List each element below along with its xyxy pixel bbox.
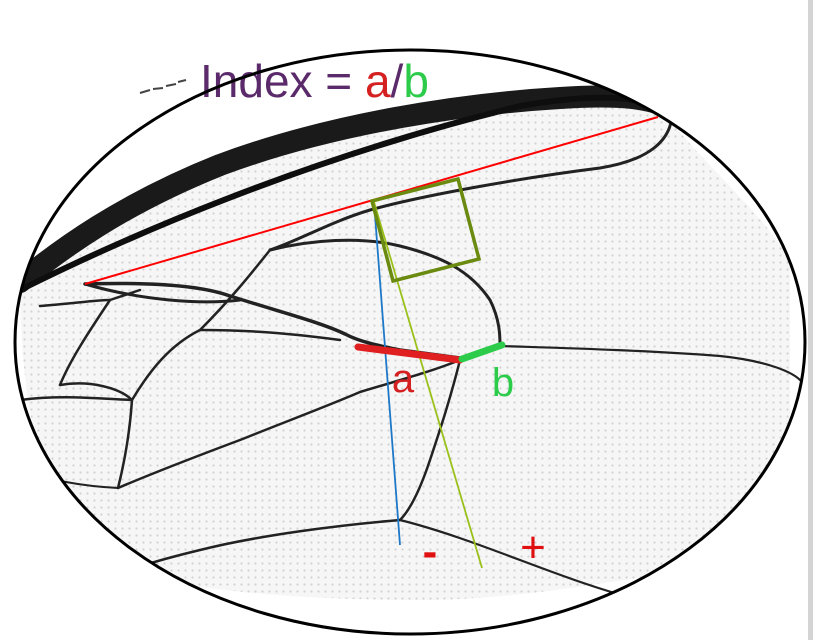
segment-a-line: [354, 343, 464, 364]
formula-numerator: a: [365, 55, 391, 107]
formula-separator: /: [391, 55, 404, 107]
scratch-marks: [139, 79, 187, 94]
segment-b-label: b: [492, 361, 514, 405]
segment-a-label: a: [392, 357, 415, 401]
green-angle-line: [373, 201, 483, 569]
formula-prefix: Index =: [200, 55, 365, 107]
wing-oval-outline: [13, 48, 807, 636]
wing-veins: [15, 85, 802, 602]
plus-sign: +: [520, 523, 546, 572]
segment-b-line: [458, 341, 506, 363]
minus-sign: -: [423, 527, 438, 576]
right-angle-square: [369, 176, 482, 284]
blue-angle-line: [373, 201, 401, 546]
image-right-border: [808, 0, 813, 640]
formula-denominator: b: [403, 55, 429, 107]
index-formula: Index = a/b: [200, 55, 429, 107]
